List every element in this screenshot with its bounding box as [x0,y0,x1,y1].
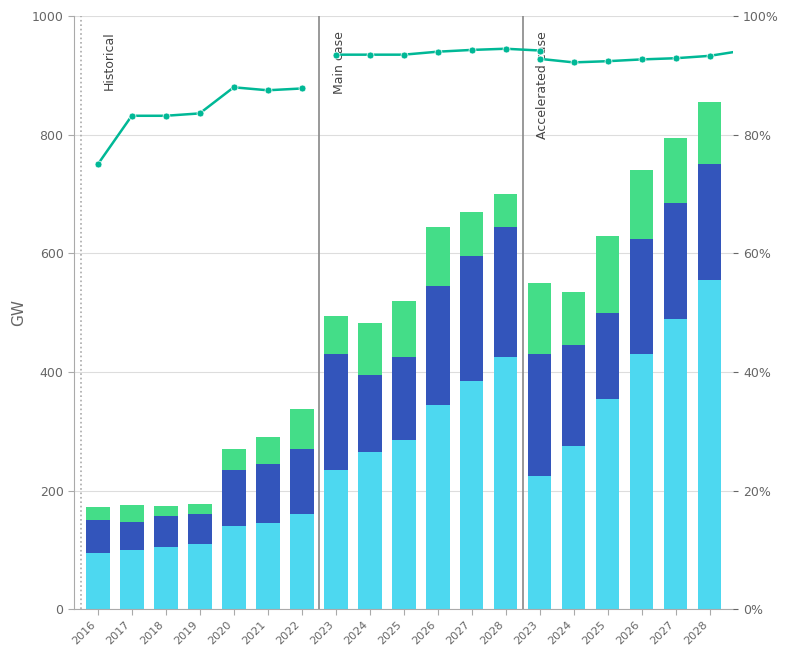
Bar [528,354,551,476]
Bar [392,440,416,609]
Bar [562,292,585,345]
Bar [120,522,144,550]
Bar [426,227,450,286]
Bar [324,316,348,354]
Bar [698,102,721,164]
Bar [120,550,144,609]
Bar [562,345,585,446]
Bar [256,523,280,609]
Bar [392,301,416,357]
Text: Main case: Main case [333,31,345,94]
Bar [460,381,483,609]
Bar [596,399,619,609]
Bar [460,257,483,381]
Bar [596,236,619,313]
Bar [630,239,653,354]
Bar [494,194,517,227]
Bar [596,313,619,399]
Bar [426,405,450,609]
Bar [86,553,110,609]
Bar [222,449,246,470]
Bar [120,505,144,522]
Bar [256,438,280,464]
Bar [324,354,348,470]
Bar [358,452,382,609]
Bar [494,227,517,357]
Bar [154,547,178,609]
Bar [426,286,450,405]
Bar [664,203,687,318]
Bar [86,507,110,520]
Bar [222,470,246,526]
Bar [664,138,687,203]
Bar [630,170,653,239]
Bar [460,212,483,257]
Bar [154,516,178,547]
Bar [188,515,212,544]
Bar [698,164,721,280]
Bar [290,449,314,515]
Bar [528,283,551,354]
Y-axis label: GW: GW [11,299,26,326]
Text: Historical: Historical [103,31,116,89]
Bar [664,318,687,609]
Text: Accelerated case: Accelerated case [536,31,550,139]
Bar [290,515,314,609]
Bar [256,464,280,523]
Bar [562,446,585,609]
Bar [698,280,721,609]
Bar [154,505,178,516]
Bar [528,476,551,609]
Bar [324,470,348,609]
Bar [358,375,382,452]
Bar [630,354,653,609]
Bar [290,409,314,449]
Bar [86,520,110,553]
Bar [494,357,517,609]
Bar [222,526,246,609]
Bar [188,504,212,515]
Bar [392,357,416,440]
Bar [358,323,382,375]
Bar [188,544,212,609]
